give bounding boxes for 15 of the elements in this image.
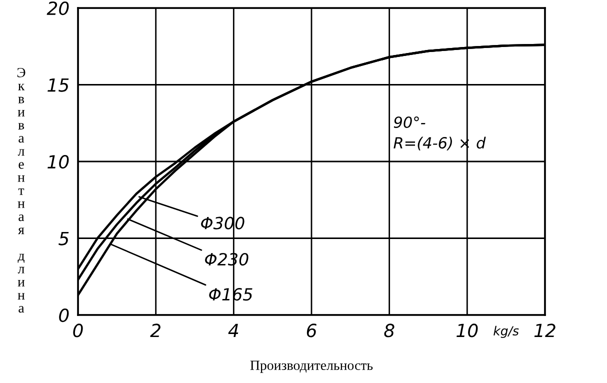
text: kg/s [494,326,519,338]
y-tick-label: 15 [48,78,69,92]
y-tick-label: 20 [46,1,69,16]
x-tick-label: 2 [150,324,160,338]
x-tick-label: 0 [73,324,83,338]
x-tick-label: 4 [228,324,238,338]
x-tick-label: 12 [534,324,556,338]
x-axis-title: Производительность [250,360,373,373]
x-tick-label: 10 [456,324,478,338]
x-tick-label: 8 [384,324,394,338]
x-tick-label: 6 [306,324,316,338]
y-tick-label: 5 [58,232,69,246]
y-tick-label: 10 [48,154,69,169]
text: Эквивалентная длина [17,68,26,313]
y-tick-label: 0 [59,308,69,322]
